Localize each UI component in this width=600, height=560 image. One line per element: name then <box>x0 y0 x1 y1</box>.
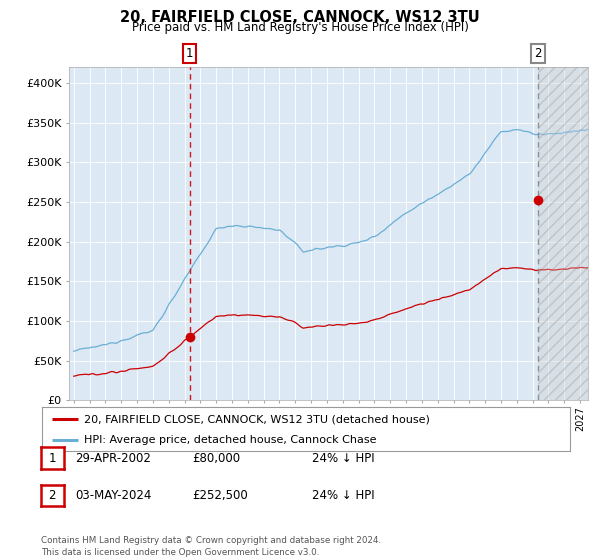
Text: HPI: Average price, detached house, Cannock Chase: HPI: Average price, detached house, Cann… <box>84 435 377 445</box>
Text: 1: 1 <box>186 47 193 60</box>
Bar <box>538 67 600 400</box>
Text: 1: 1 <box>49 451 56 465</box>
Text: 20, FAIRFIELD CLOSE, CANNOCK, WS12 3TU: 20, FAIRFIELD CLOSE, CANNOCK, WS12 3TU <box>120 10 480 25</box>
Text: 2: 2 <box>49 489 56 502</box>
Text: £252,500: £252,500 <box>192 489 248 502</box>
Text: 24% ↓ HPI: 24% ↓ HPI <box>312 451 374 465</box>
Text: 24% ↓ HPI: 24% ↓ HPI <box>312 489 374 502</box>
Text: 03-MAY-2024: 03-MAY-2024 <box>75 489 151 502</box>
Bar <box>538 67 600 400</box>
Text: £80,000: £80,000 <box>192 451 240 465</box>
Text: 20, FAIRFIELD CLOSE, CANNOCK, WS12 3TU (detached house): 20, FAIRFIELD CLOSE, CANNOCK, WS12 3TU (… <box>84 414 430 424</box>
Text: Price paid vs. HM Land Registry's House Price Index (HPI): Price paid vs. HM Land Registry's House … <box>131 21 469 34</box>
Text: 2: 2 <box>534 47 542 60</box>
Text: 29-APR-2002: 29-APR-2002 <box>75 451 151 465</box>
Text: Contains HM Land Registry data © Crown copyright and database right 2024.
This d: Contains HM Land Registry data © Crown c… <box>41 536 381 557</box>
